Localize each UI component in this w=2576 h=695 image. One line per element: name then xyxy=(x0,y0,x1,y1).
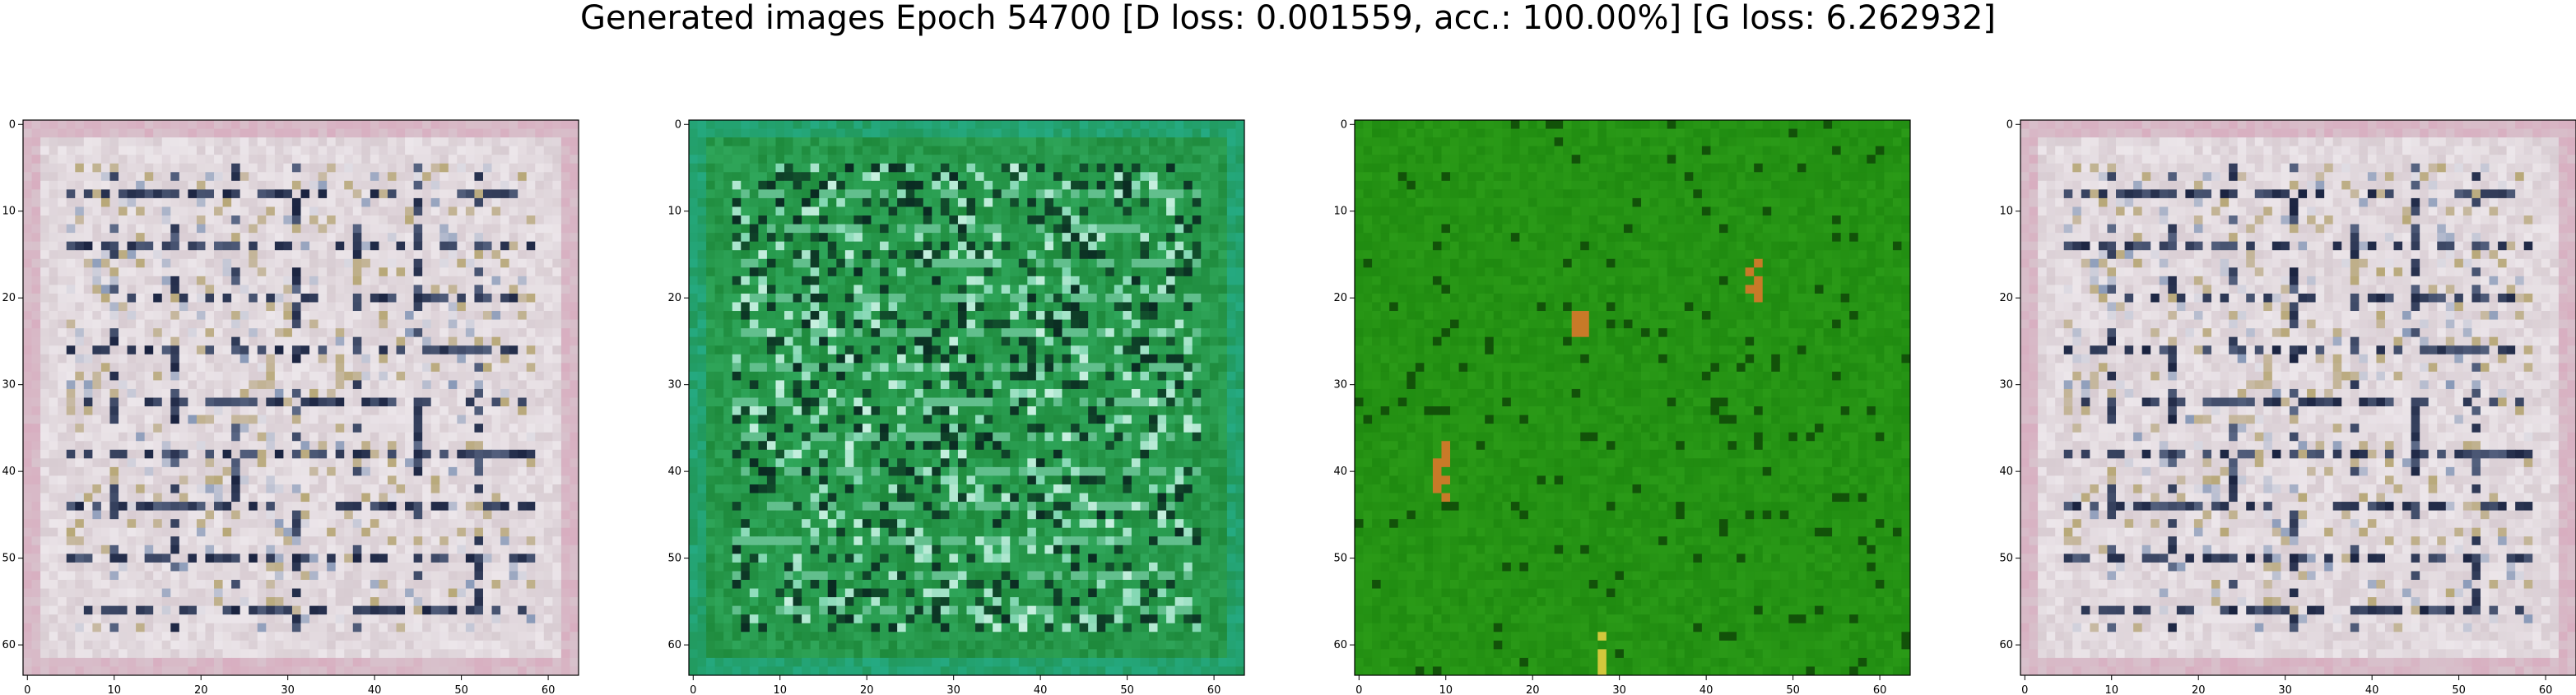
axes-frame xyxy=(688,119,1245,676)
y-tick-label: 10 xyxy=(667,206,681,218)
x-tick-label: 40 xyxy=(1034,684,1048,695)
y-tick-label: 30 xyxy=(667,379,681,392)
x-tick-label: 20 xyxy=(1526,684,1540,695)
y-tick-label: 20 xyxy=(667,292,681,304)
y-tick-label: 40 xyxy=(2,466,16,478)
x-tick-label: 20 xyxy=(860,684,874,695)
y-tick-label: 0 xyxy=(9,118,16,131)
axes-frame xyxy=(22,119,579,676)
y-tick-label: 50 xyxy=(1999,553,2013,565)
x-tick-label: 0 xyxy=(2021,684,2028,695)
generated-image-pixels xyxy=(23,120,579,676)
x-tick-label: 30 xyxy=(2278,684,2292,695)
generated-image-pixels xyxy=(1355,120,1911,676)
generated-image-pixels xyxy=(2020,120,2576,676)
axes-frame xyxy=(1354,119,1911,676)
x-tick-label: 30 xyxy=(281,684,295,695)
y-tick-label: 40 xyxy=(1333,466,1347,478)
x-tick-label: 0 xyxy=(690,684,696,695)
y-tick-label: 50 xyxy=(2,553,16,565)
x-tick-label: 60 xyxy=(2539,684,2553,695)
x-tick-label: 40 xyxy=(1700,684,1713,695)
y-tick-label: 0 xyxy=(2006,118,2013,131)
y-tick-label: 60 xyxy=(1333,639,1347,651)
x-tick-label: 60 xyxy=(542,684,556,695)
x-tick-label: 10 xyxy=(773,684,787,695)
x-tick-label: 30 xyxy=(946,684,960,695)
y-tick-label: 20 xyxy=(1333,292,1347,304)
y-tick-label: 20 xyxy=(2,292,16,304)
x-tick-label: 40 xyxy=(368,684,382,695)
x-tick-label: 30 xyxy=(1612,684,1626,695)
x-tick-label: 60 xyxy=(1207,684,1221,695)
y-tick-label: 50 xyxy=(1333,553,1347,565)
x-tick-label: 50 xyxy=(1786,684,1800,695)
x-tick-label: 10 xyxy=(2104,684,2118,695)
x-tick-label: 10 xyxy=(107,684,121,695)
x-tick-label: 10 xyxy=(1439,684,1453,695)
y-tick-label: 60 xyxy=(1999,639,2013,651)
x-tick-label: 0 xyxy=(24,684,30,695)
x-tick-label: 0 xyxy=(1355,684,1362,695)
y-tick-label: 20 xyxy=(1999,292,2013,304)
y-tick-label: 10 xyxy=(1999,206,2013,218)
y-tick-label: 10 xyxy=(1333,206,1347,218)
y-tick-label: 30 xyxy=(2,379,16,392)
x-tick-label: 50 xyxy=(2452,684,2466,695)
x-tick-label: 50 xyxy=(1120,684,1134,695)
y-tick-label: 0 xyxy=(675,118,681,131)
x-tick-label: 40 xyxy=(2365,684,2379,695)
y-tick-label: 60 xyxy=(667,639,681,651)
y-tick-label: 30 xyxy=(1333,379,1347,392)
y-tick-label: 30 xyxy=(1999,379,2013,392)
y-tick-label: 60 xyxy=(2,639,16,651)
x-tick-label: 20 xyxy=(194,684,208,695)
y-tick-label: 40 xyxy=(1999,466,2013,478)
axes-frame xyxy=(2020,119,2576,676)
y-tick-label: 10 xyxy=(2,206,16,218)
y-tick-label: 50 xyxy=(667,553,681,565)
x-tick-label: 50 xyxy=(454,684,468,695)
figure-title: Generated images Epoch 54700 [D loss: 0.… xyxy=(579,0,1997,37)
y-tick-label: 40 xyxy=(667,466,681,478)
generated-image-pixels xyxy=(689,120,1245,676)
x-tick-label: 20 xyxy=(2192,684,2206,695)
x-tick-label: 60 xyxy=(1873,684,1887,695)
y-tick-label: 0 xyxy=(1341,118,1347,131)
